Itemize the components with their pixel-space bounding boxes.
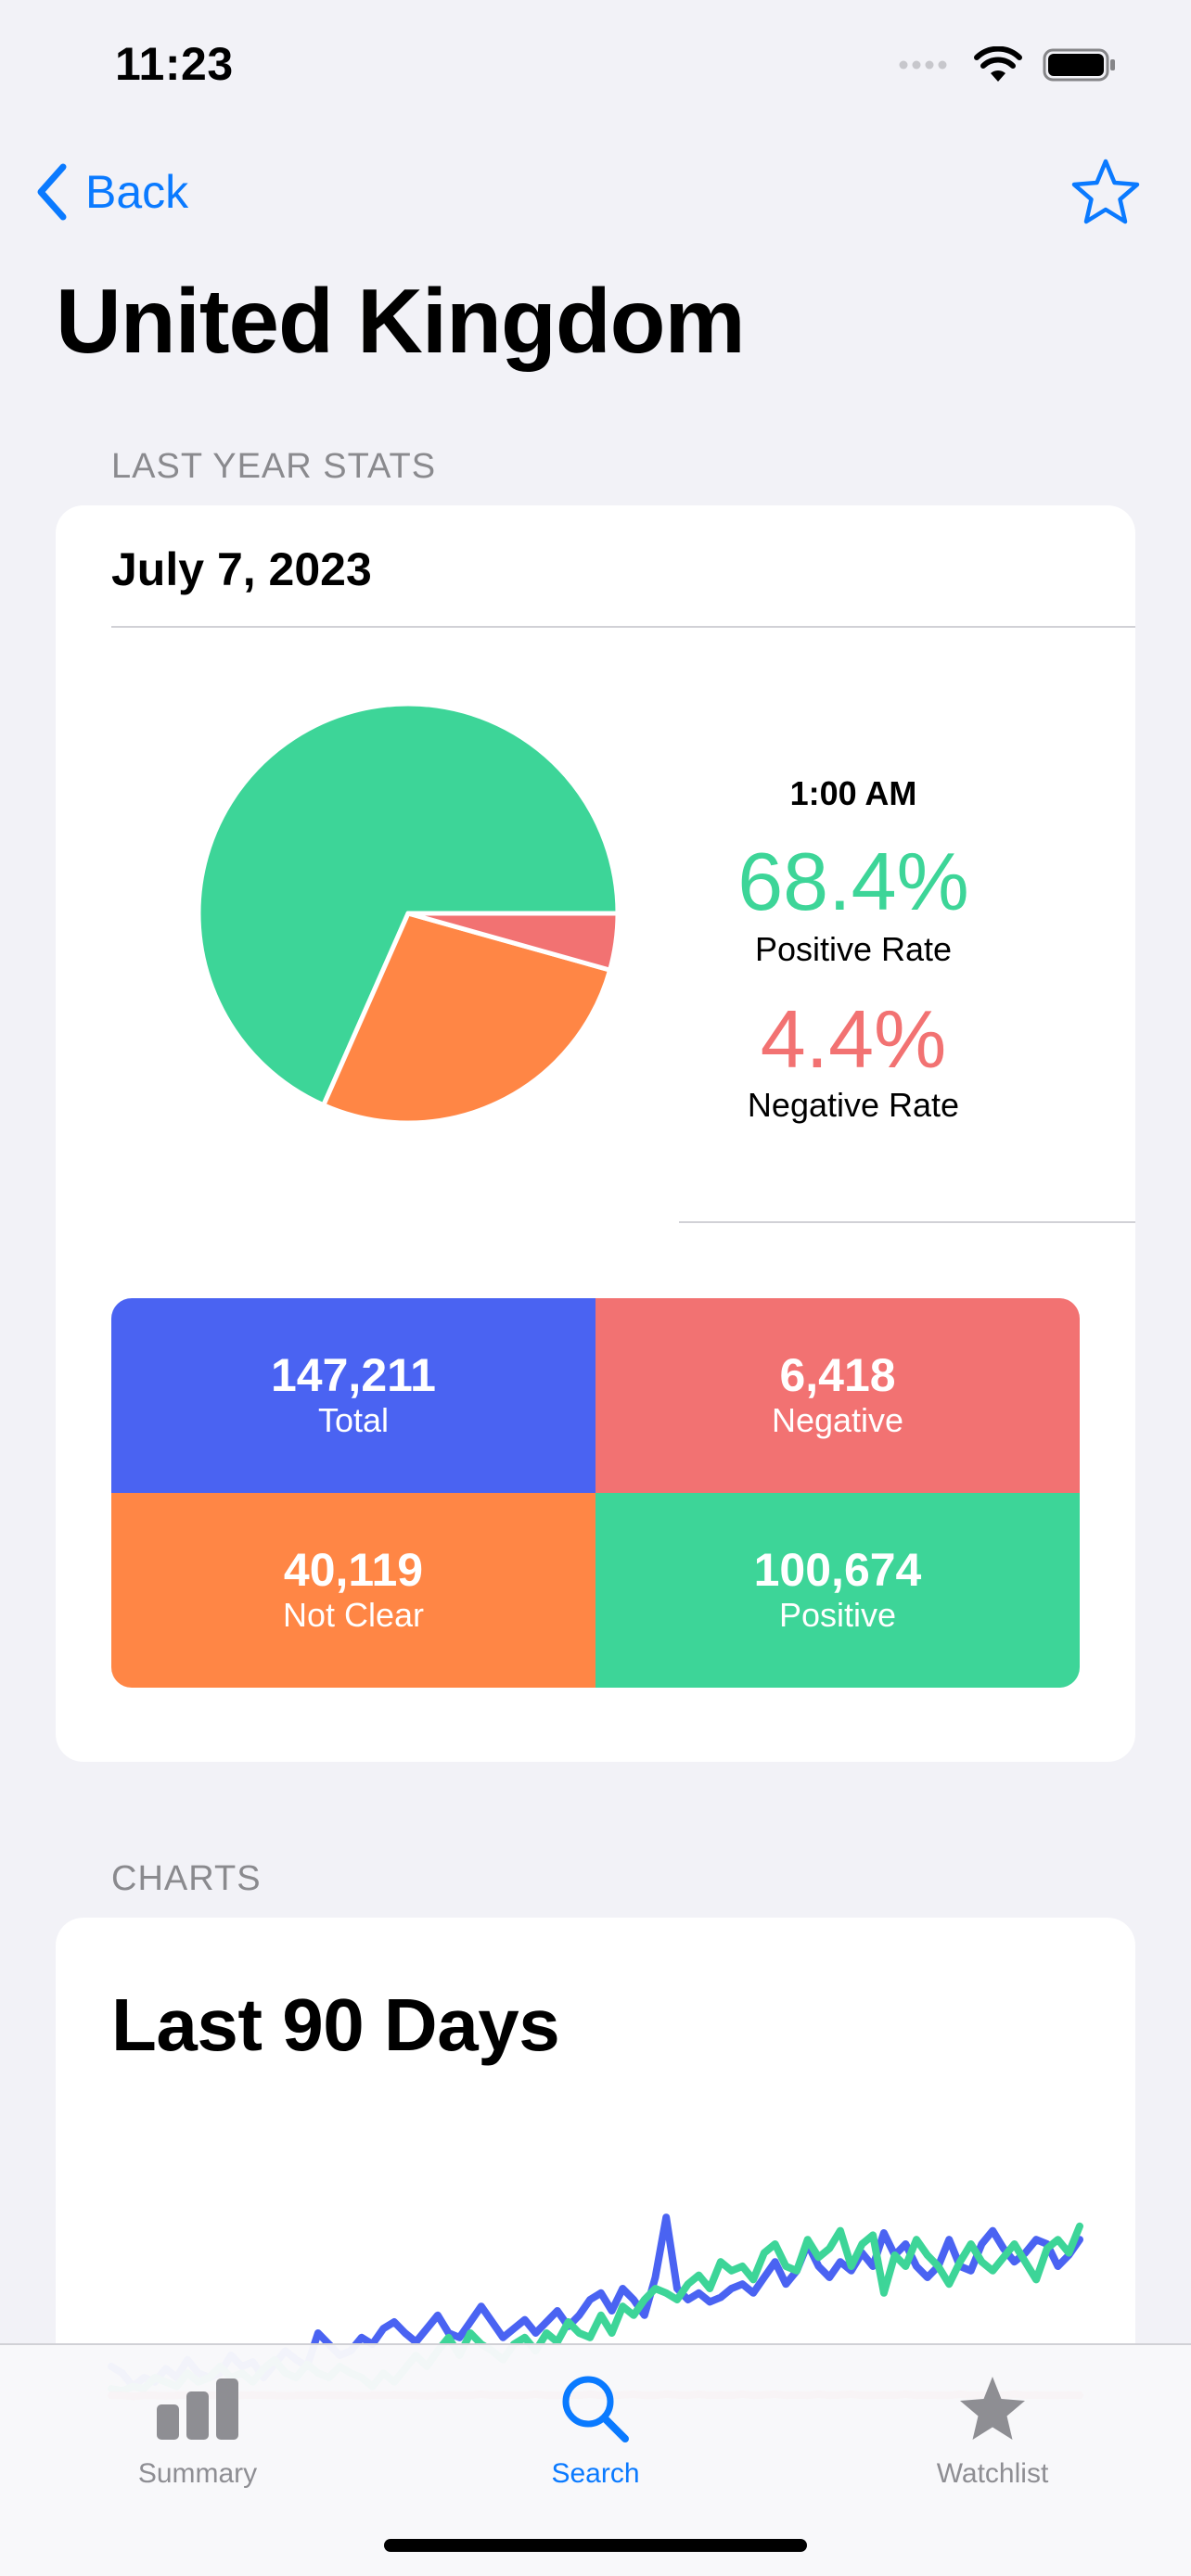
positive-tile[interactable]: 100,674 Positive (596, 1493, 1080, 1688)
negative-tile[interactable]: 6,418 Negative (596, 1298, 1080, 1493)
tab-watchlist[interactable]: Watchlist (872, 2367, 1113, 2506)
total-tile[interactable]: 147,211 Total (111, 1298, 596, 1493)
positive-value: 100,674 (753, 1544, 922, 1597)
tab-watchlist-label: Watchlist (936, 2458, 1049, 2489)
charts-section-header: CHARTS (111, 1859, 262, 1898)
negative-rate-label: Negative Rate (747, 1086, 960, 1124)
positive-label: Positive (778, 1595, 897, 1634)
divider (679, 1221, 1135, 1223)
stats-card: July 7, 2023 1:00 AM 68.4% Positive Rate… (56, 505, 1135, 1762)
back-button[interactable]: Back (35, 159, 188, 224)
tab-search[interactable]: Search (475, 2367, 716, 2506)
negative-label: Negative (771, 1400, 904, 1439)
star-outline-icon (1071, 159, 1140, 224)
total-label: Total (317, 1400, 390, 1439)
favorite-star-button[interactable] (1069, 156, 1143, 230)
stats-date: July 7, 2023 (111, 543, 372, 595)
battery-icon (1043, 48, 1115, 82)
positive-rate-value: 68.4% (737, 835, 969, 927)
positive-rate-label: Positive Rate (754, 930, 953, 968)
bar-chart-icon (157, 2378, 238, 2440)
stats-section-header: LAST YEAR STATS (111, 447, 437, 486)
back-label: Back (85, 166, 189, 218)
not-clear-value: 40,119 (283, 1544, 424, 1597)
wifi-icon (974, 46, 1022, 82)
negative-value: 6,418 (779, 1349, 896, 1402)
negative-rate-value: 4.4% (760, 993, 947, 1085)
chevron-left-icon (37, 163, 67, 221)
tab-bar: Summary Search Watchlist (0, 2343, 1191, 2576)
magnifying-glass-icon (562, 2376, 629, 2442)
status-icons (898, 46, 1117, 83)
star-fill-icon (960, 2377, 1025, 2440)
stats-grid: 147,211 Total 6,418 Negative 40,119 Not … (111, 1298, 1080, 1688)
tab-summary[interactable]: Summary (77, 2367, 318, 2506)
chart-title: Last 90 Days (111, 1983, 560, 2066)
home-indicator (384, 2539, 807, 2552)
divider (111, 626, 1135, 628)
not-clear-label: Not Clear (282, 1595, 425, 1634)
pie-chart (195, 700, 621, 1127)
pie-slice-positive (196, 701, 621, 1108)
stats-time: 1:00 AM (789, 774, 917, 812)
status-bar: 11:23 (0, 0, 1191, 130)
tab-search-label: Search (551, 2458, 640, 2489)
total-value: 147,211 (271, 1349, 436, 1402)
pie-slice-negative (405, 911, 621, 973)
status-time: 11:23 (115, 38, 234, 90)
pie-slice-not-clear (321, 911, 613, 1126)
tab-summary-label: Summary (137, 2458, 258, 2489)
not-clear-tile[interactable]: 40,119 Not Clear (111, 1493, 596, 1688)
cellular-signal-icon (899, 60, 947, 70)
page-title: United Kingdom (56, 270, 746, 372)
